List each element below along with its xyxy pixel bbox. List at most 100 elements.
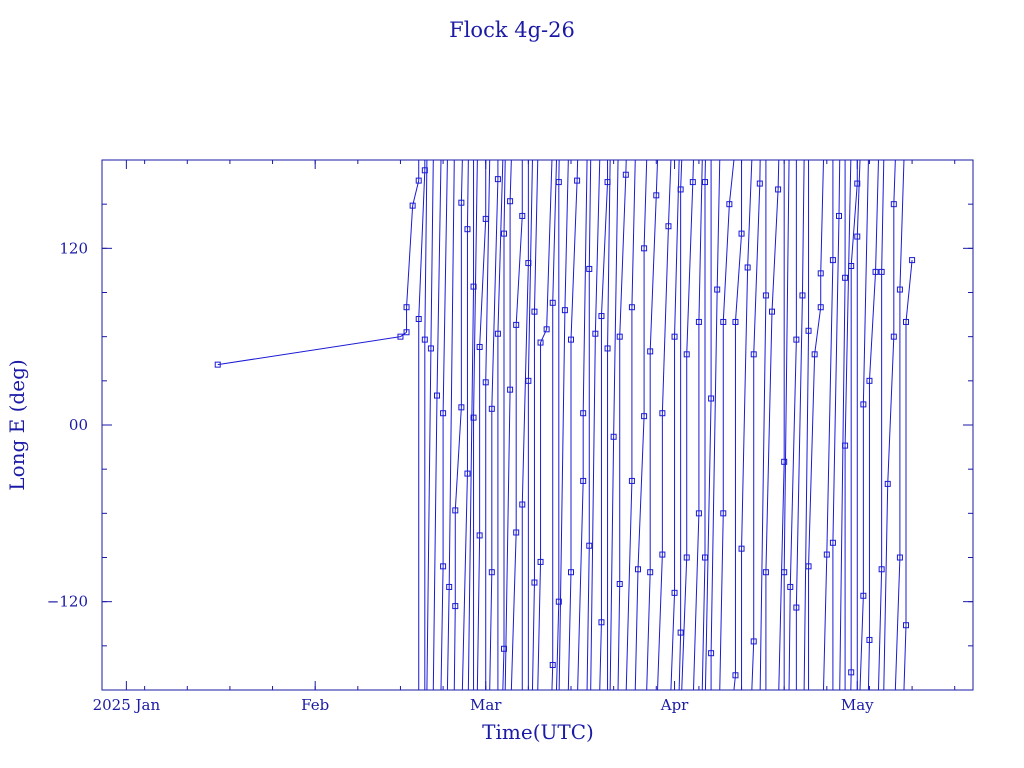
series-segment [716,160,721,290]
series-segment [412,180,420,206]
data-point-marker [793,604,800,611]
data-point-marker [507,386,514,393]
data-point-marker [525,260,532,267]
data-point-marker [580,477,587,484]
data-point-marker [488,569,495,576]
series-segment [503,160,506,234]
y-tick-label: 00 [69,416,88,434]
data-point-marker [677,186,684,193]
series-segment [856,160,861,237]
series-segment [533,160,539,312]
series-segment [448,160,455,587]
series-segment [741,267,749,549]
series-segment [788,586,791,690]
data-point-marker [775,186,782,193]
series-segment [789,339,797,587]
data-point-marker [574,177,581,184]
data-point-marker [750,351,757,358]
series-segment [643,160,648,249]
series-segment [883,483,889,690]
series-segment [808,354,816,567]
series-segment [859,595,864,690]
series-segment [540,329,548,343]
series-segment [509,160,512,202]
data-point-marker [488,405,495,412]
series-segment [426,348,432,690]
series-segment [839,277,846,690]
data-point-marker [452,507,459,514]
series-segment [753,183,761,355]
series-segment [521,263,529,505]
x-tick-label: Apr [660,696,689,714]
data-point-marker [409,202,416,209]
data-point-marker [738,230,745,237]
data-point-marker [866,377,873,384]
series-segment [881,160,885,272]
data-point-marker [854,233,861,240]
series-segment [894,557,901,690]
series-segment [576,160,579,181]
data-point-marker [415,177,422,184]
data-point-marker [878,268,885,275]
series-segment [704,398,712,690]
data-point-marker [494,176,501,183]
data-point-marker [817,270,824,277]
data-point-marker [689,179,696,186]
series-segment [217,336,401,366]
series-segment [905,260,913,322]
x-tick-label: May [841,696,874,714]
series-segment [783,160,790,573]
data-point-marker [817,304,824,311]
data-point-marker [647,569,654,576]
data-point-marker [695,318,702,325]
data-point-marker [683,351,690,358]
series-segment [436,160,442,396]
data-point-marker [440,410,447,417]
series-segment [686,182,694,355]
chart-title: Flock 4g-26 [449,18,575,42]
series-segment [823,554,828,690]
series-segment [619,174,627,337]
series-segment [551,664,554,690]
data-point-marker [482,379,489,386]
series-segment [634,569,639,690]
data-point-marker [805,563,812,570]
series-segment [502,648,505,690]
data-point-marker [641,245,648,252]
data-point-marker [616,333,623,340]
series-segment [485,160,491,383]
series-segment [692,513,700,690]
data-point-marker [482,215,489,222]
series-segment [877,569,883,690]
data-point-marker [635,566,641,573]
series-segment [868,271,877,381]
data-point-marker [549,661,556,668]
series-segment [460,160,463,203]
series-segment [803,330,810,690]
data-point-marker [762,569,769,576]
data-point-marker [415,316,422,322]
series-segment [795,295,803,608]
series-segment [446,586,450,690]
data-point-marker [628,477,635,484]
data-point-marker [665,223,672,230]
series-segment [527,160,533,381]
series-segment [832,215,840,543]
series-segment [771,189,779,312]
data-point-marker [848,263,855,269]
series-segment [515,215,523,325]
data-point-marker [659,551,666,558]
series-segment [617,583,621,690]
data-point-marker [909,257,916,264]
data-point-marker [890,333,897,340]
data-point-marker [653,192,660,199]
data-point-marker [896,554,903,561]
series-segment [801,160,805,296]
y-axis: 120 00 −120 [47,159,973,691]
data-point-marker [537,339,544,346]
series-segment [400,331,407,338]
series-segment [599,622,602,690]
data-point-marker [787,583,794,590]
series-segment [497,160,504,334]
